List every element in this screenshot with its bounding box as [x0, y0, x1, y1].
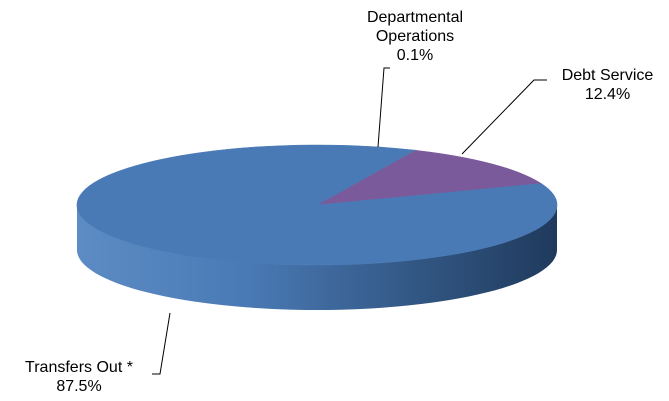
slice-label-debt-service: Debt Service 12.4%	[550, 66, 665, 104]
slice-label-departmental-operations: Departmental Operations 0.1%	[355, 8, 475, 65]
slice-label-line: Transfers Out *	[25, 359, 133, 376]
slice-value: 12.4%	[584, 86, 631, 103]
pie-top	[76, 144, 558, 266]
slice-label-line: Debt Service	[561, 67, 654, 84]
slice-label-transfers-out: Transfers Out * 87.5%	[4, 358, 154, 396]
slice-label-line: Operations	[375, 28, 455, 45]
leader-line-debt-service	[461, 79, 547, 155]
leader-line-transfers-out	[152, 312, 171, 375]
leader-line-departmental-operations	[377, 67, 390, 148]
slice-value: 87.5%	[56, 378, 102, 395]
pie-side-rim	[77, 205, 557, 310]
slice-label-line: Departmental	[366, 9, 464, 26]
slice-value: 0.1%	[396, 47, 434, 64]
pie-side	[77, 205, 557, 310]
pie-slice-debt-service	[316, 150, 543, 206]
pie-slice-transfers-out	[76, 144, 558, 266]
leader-lines	[152, 67, 547, 375]
